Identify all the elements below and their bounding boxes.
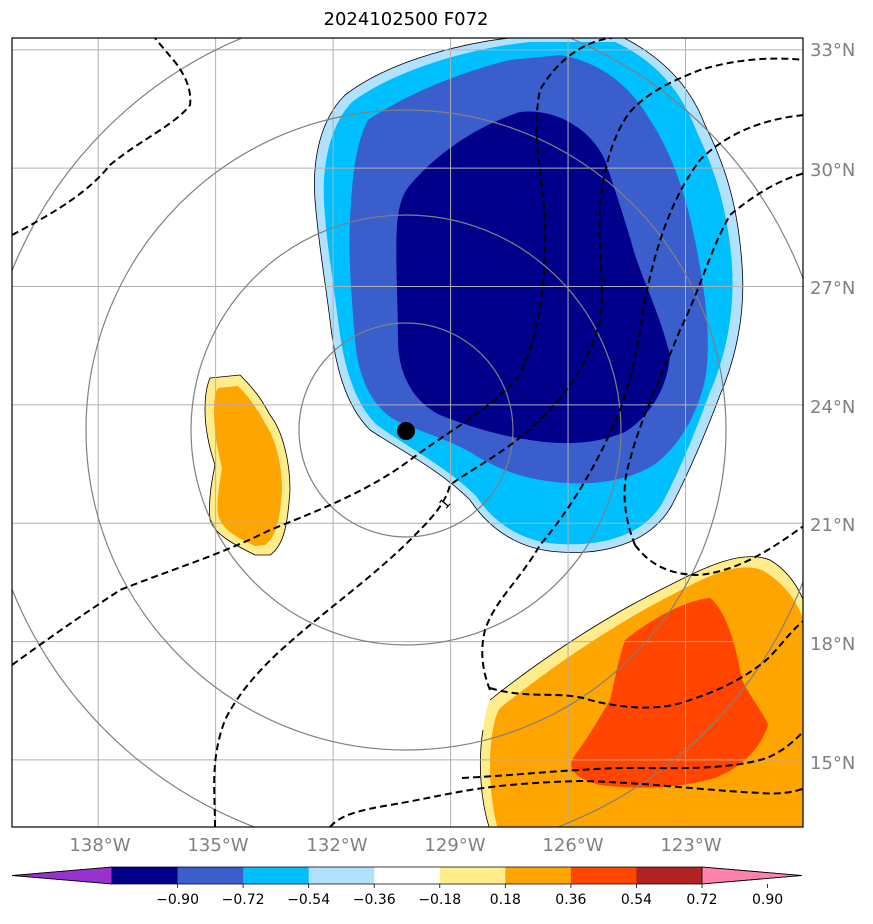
latitude-labels: 33°N 30°N 27°N 24°N 21°N 18°N 15°N xyxy=(810,40,855,774)
map-title: 2024102500 F072 xyxy=(323,9,489,30)
colorbar-tick-label: −0.72 xyxy=(222,892,265,908)
lat-label-24: 24°N xyxy=(810,397,855,418)
colorbar-extend-min xyxy=(11,866,113,885)
colorbar-segment xyxy=(308,867,375,884)
lon-label-132: 132°W xyxy=(306,835,367,856)
negative-anomaly-region xyxy=(314,38,744,553)
colorbar-tick-label: −0.36 xyxy=(353,892,396,908)
colorbar-tick-label: 0.36 xyxy=(555,892,586,908)
colorbar-outline xyxy=(11,866,803,885)
colorbar-tick-label: 0.54 xyxy=(621,892,652,908)
range-ring-3 xyxy=(85,109,727,751)
range-ring-1 xyxy=(298,322,514,538)
range-rings xyxy=(12,38,803,827)
range-ring-2 xyxy=(190,214,622,646)
contour-line xyxy=(12,38,613,666)
lat-label-33: 33°N xyxy=(810,40,855,61)
colorbar-segment xyxy=(243,867,310,884)
contour-line xyxy=(461,730,803,779)
lon-label-129: 129°W xyxy=(424,835,485,856)
colorbar-tick-label: −0.90 xyxy=(156,892,199,908)
colorbar-segment xyxy=(505,867,572,884)
contour-line xyxy=(481,114,803,691)
positive-anomaly-west xyxy=(204,374,291,556)
colorbar-segment xyxy=(570,867,637,884)
dashed-contours xyxy=(12,38,803,827)
colorbar-segment xyxy=(177,867,244,884)
lon-label-123: 123°W xyxy=(660,835,721,856)
contour-line xyxy=(329,779,803,827)
lat-label-27: 27°N xyxy=(810,278,855,299)
colorbar-extend-max xyxy=(701,866,803,885)
colorbar-tick-label: 0.72 xyxy=(686,892,717,908)
storm-center-marker xyxy=(397,422,415,440)
longitude-labels: 138°W 135°W 132°W 129°W 126°W 123°W xyxy=(69,835,721,856)
colorbar-tick-label: 0.90 xyxy=(752,892,783,908)
lon-label-126: 126°W xyxy=(542,835,603,856)
colorbar: −0.90 −0.72 −0.54 −0.36 −0.18 0.18 0.36 0.54 0.7… xyxy=(11,866,803,908)
contour-line xyxy=(489,620,803,709)
lat-label-18: 18°N xyxy=(810,634,855,655)
contour-line xyxy=(213,57,803,827)
lon-label-138: 138°W xyxy=(69,835,130,856)
lat-label-30: 30°N xyxy=(810,160,855,181)
colorbar-segment xyxy=(636,867,703,884)
colorbar-tick-label: −0.54 xyxy=(287,892,330,908)
colorbar-segment xyxy=(439,867,506,884)
lat-label-15: 15°N xyxy=(810,753,855,774)
contour-line xyxy=(623,172,803,577)
map-panel: 1 xyxy=(12,38,803,827)
map-border xyxy=(11,37,804,828)
lat-label-21: 21°N xyxy=(810,515,855,536)
lon-label-135: 135°W xyxy=(187,835,248,856)
colorbar-segment xyxy=(374,867,441,884)
colorbar-tick-label: −0.18 xyxy=(418,892,461,908)
contour-line xyxy=(12,38,192,236)
colorbar-segment xyxy=(112,867,179,884)
colorbar-tick-label: 0.18 xyxy=(490,892,521,908)
